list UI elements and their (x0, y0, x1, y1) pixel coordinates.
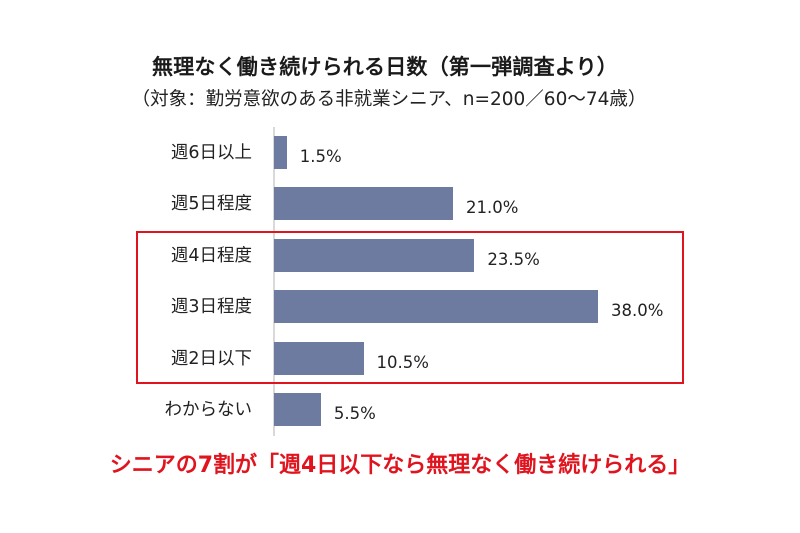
category-axis-line (273, 127, 275, 436)
value-label: 38.0% (611, 301, 664, 321)
bar (274, 341, 364, 375)
conclusion-text: シニアの7割が「週4日以下なら無理なく働き続けられる」 (109, 453, 691, 478)
bar-row: 週5日程度 21.0% (0, 187, 800, 221)
bar-row: 週4日程度 23.5% (0, 238, 800, 273)
category-label: 週2日以下 (170, 348, 252, 369)
bar (274, 393, 321, 426)
bar-row: 週6日以上 1.5% (0, 136, 800, 170)
highlight-box (136, 231, 684, 384)
category-label: わからない (164, 400, 253, 420)
chart-title: 無理なく働き続けられる日数（第一弾調査より） (152, 55, 618, 79)
category-label: 週4日程度 (170, 245, 252, 266)
value-label: 23.5% (487, 249, 540, 269)
bar-row: 週3日程度 38.0% (0, 290, 800, 324)
category-label: 週5日程度 (170, 194, 252, 215)
value-label: 21.0% (466, 198, 519, 218)
category-label: 週6日以上 (170, 143, 252, 163)
bar (274, 238, 475, 272)
value-label: 1.5% (299, 147, 342, 166)
bar-row: 週2日以下 10.5% (0, 341, 800, 376)
bar (274, 136, 287, 169)
bar (274, 187, 454, 221)
value-label: 5.5% (333, 404, 376, 423)
chart-subtitle: （対象：勤労意欲のある非就業シニア、n=200／60～74歳） (131, 89, 647, 110)
category-label: 週3日程度 (170, 297, 252, 318)
bar-row: わからない 5.5% (0, 393, 800, 427)
value-label: 10.5% (376, 352, 429, 372)
bar (274, 290, 598, 324)
